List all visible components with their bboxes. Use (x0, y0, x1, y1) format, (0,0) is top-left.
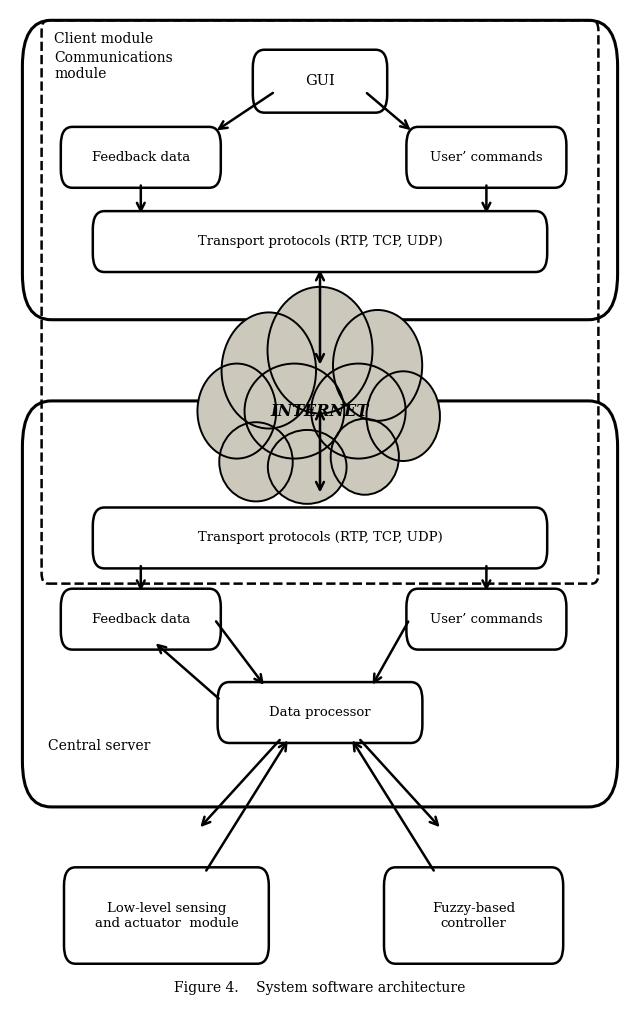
Text: INTERNET: INTERNET (271, 403, 369, 419)
Ellipse shape (268, 430, 347, 503)
Ellipse shape (197, 363, 276, 459)
FancyBboxPatch shape (384, 867, 563, 964)
Text: Data processor: Data processor (269, 706, 371, 719)
Text: Transport protocols (RTP, TCP, UDP): Transport protocols (RTP, TCP, UDP) (198, 532, 442, 544)
FancyBboxPatch shape (406, 589, 566, 650)
FancyBboxPatch shape (93, 508, 547, 568)
FancyBboxPatch shape (218, 682, 422, 743)
Text: Fuzzy-based
controller: Fuzzy-based controller (432, 901, 515, 930)
Text: Communications
module: Communications module (54, 51, 173, 81)
Text: Feedback data: Feedback data (92, 613, 190, 625)
Text: User’ commands: User’ commands (430, 613, 543, 625)
Text: Figure 4.    System software architecture: Figure 4. System software architecture (174, 980, 466, 995)
Text: User’ commands: User’ commands (430, 151, 543, 163)
FancyBboxPatch shape (22, 20, 618, 320)
Text: Transport protocols (RTP, TCP, UDP): Transport protocols (RTP, TCP, UDP) (198, 235, 442, 248)
FancyBboxPatch shape (61, 127, 221, 188)
Ellipse shape (367, 371, 440, 461)
FancyBboxPatch shape (22, 401, 618, 807)
Ellipse shape (268, 287, 372, 413)
Text: Client module: Client module (54, 33, 154, 48)
FancyBboxPatch shape (61, 589, 221, 650)
Ellipse shape (331, 419, 399, 494)
Text: GUI: GUI (305, 74, 335, 88)
Ellipse shape (221, 313, 316, 428)
Text: Central server: Central server (48, 739, 150, 753)
FancyBboxPatch shape (93, 211, 547, 272)
Text: Low-level sensing
and actuator  module: Low-level sensing and actuator module (95, 901, 238, 930)
Text: Client module: Client module (54, 31, 154, 46)
Text: Feedback data: Feedback data (92, 151, 190, 163)
Ellipse shape (311, 363, 406, 459)
Ellipse shape (244, 363, 344, 459)
FancyBboxPatch shape (253, 50, 387, 113)
Ellipse shape (333, 310, 422, 421)
Ellipse shape (220, 422, 292, 501)
FancyBboxPatch shape (64, 867, 269, 964)
FancyBboxPatch shape (406, 127, 566, 188)
